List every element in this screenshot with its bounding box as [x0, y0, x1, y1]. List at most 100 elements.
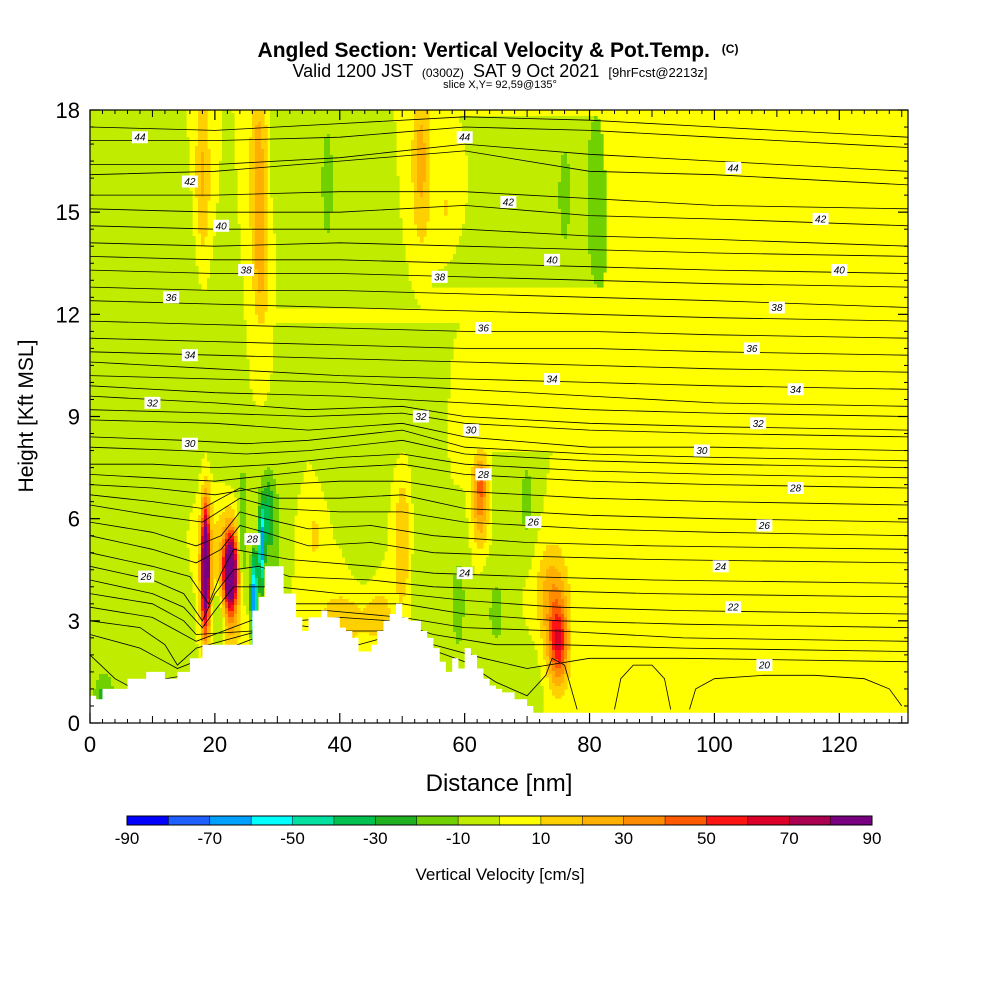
velocity-cell: [219, 566, 223, 570]
velocity-cell: [213, 479, 241, 483]
velocity-cell: [456, 638, 463, 642]
velocity-cell: [90, 620, 196, 624]
velocity-cell: [234, 620, 238, 624]
velocity-cell: [219, 578, 223, 582]
velocity-cell: [255, 593, 259, 597]
velocity-cell: [207, 500, 211, 504]
velocity-cell: [219, 563, 223, 567]
velocity-cell: [414, 128, 421, 132]
velocity-cell: [252, 605, 256, 609]
velocity-cell: [249, 608, 253, 612]
velocity-cell: [198, 596, 202, 600]
velocity-cell: [255, 212, 265, 216]
velocity-cell: [591, 263, 607, 267]
velocity-cell: [270, 131, 397, 135]
velocity-cell: [210, 518, 214, 522]
velocity-cell: [201, 575, 205, 579]
velocity-cell: [396, 515, 409, 519]
velocity-cell: [204, 173, 211, 177]
velocity-cell: [225, 593, 229, 597]
velocity-cell: [417, 188, 424, 192]
velocity-cell: [471, 491, 475, 495]
velocity-cell: [276, 572, 295, 576]
velocity-cell: [531, 503, 544, 507]
velocity-cell: [486, 497, 490, 501]
isentrope-label-text: 20: [758, 661, 771, 672]
velocity-cell: [207, 287, 244, 291]
velocity-cell: [555, 632, 562, 636]
velocity-cell: [537, 611, 544, 615]
velocity-cell: [90, 170, 190, 174]
velocity-cell: [201, 635, 205, 639]
velocity-cell: [426, 176, 430, 180]
isentrope-label: 26: [756, 519, 773, 532]
isentrope-label: 36: [163, 291, 180, 304]
isentrope-label-bg: [412, 410, 429, 423]
velocity-cell: [90, 515, 190, 519]
velocity-cell: [567, 152, 589, 156]
velocity-cell: [246, 491, 259, 495]
velocity-cell: [249, 584, 253, 588]
velocity-cell: [90, 554, 190, 558]
velocity-cell: [255, 221, 265, 225]
velocity-cell: [90, 521, 190, 525]
velocity-cell: [477, 488, 484, 492]
velocity-cell: [537, 596, 544, 600]
velocity-cell: [555, 647, 562, 651]
velocity-cell: [198, 572, 202, 576]
velocity-cell: [411, 179, 418, 183]
colorbar-swatch: [499, 816, 542, 825]
velocity-cell: [207, 629, 211, 633]
velocity-cell: [492, 530, 538, 534]
velocity-cell: [492, 500, 523, 504]
velocity-cell: [552, 647, 556, 651]
velocity-cell: [234, 629, 241, 633]
velocity-cell: [207, 512, 211, 516]
velocity-cell: [90, 398, 253, 402]
velocity-cell: [252, 233, 256, 237]
velocity-cell: [249, 140, 256, 144]
velocity-cell: [255, 608, 259, 612]
velocity-cell: [396, 548, 409, 552]
velocity-cell: [234, 551, 238, 555]
velocity-cell: [546, 644, 550, 648]
velocity-cell: [219, 542, 223, 546]
velocity-cell: [198, 203, 208, 207]
velocity-cell: [222, 536, 226, 540]
velocity-cell: [261, 137, 268, 141]
velocity-cell: [411, 491, 466, 495]
velocity-cell: [237, 596, 241, 600]
velocity-cell: [483, 503, 487, 507]
velocity-cell: [411, 596, 454, 600]
velocity-cell: [591, 125, 601, 129]
velocity-cell: [267, 551, 280, 555]
velocity-cell: [543, 614, 547, 618]
isentrope-label: 38: [431, 270, 448, 283]
velocity-cell: [567, 602, 571, 606]
velocity-cell: [549, 602, 553, 606]
velocity-cell: [222, 596, 226, 600]
velocity-cell: [336, 542, 388, 546]
velocity-cell: [468, 164, 562, 168]
isentrope-line: [90, 286, 908, 308]
velocity-cell: [465, 221, 562, 225]
velocity-cell: [558, 203, 571, 207]
velocity-cell: [330, 509, 391, 513]
velocity-cell: [90, 446, 448, 450]
colorbar-swatch: [292, 816, 335, 825]
velocity-cell: [90, 329, 247, 333]
velocity-cell: [588, 143, 604, 147]
velocity-cell: [468, 155, 562, 159]
velocity-cell: [252, 113, 265, 117]
velocity-cell: [249, 209, 256, 213]
velocity-cell: [213, 551, 220, 555]
velocity-cell: [444, 209, 448, 213]
velocity-cell: [201, 188, 205, 192]
velocity-cell: [528, 470, 550, 474]
velocity-cell: [204, 539, 208, 543]
velocity-cell: [90, 512, 190, 516]
velocity-cell: [255, 293, 268, 297]
velocity-cell: [213, 626, 223, 630]
velocity-cell: [255, 197, 265, 201]
velocity-cell: [396, 542, 409, 546]
